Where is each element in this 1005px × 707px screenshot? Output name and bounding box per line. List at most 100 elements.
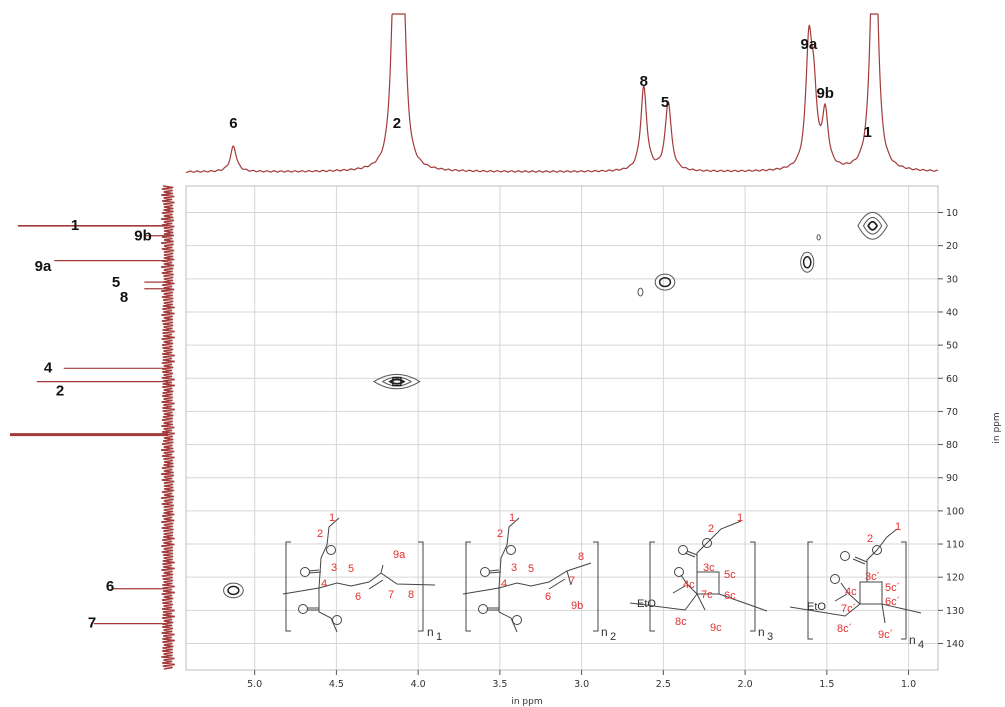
svg-text:2: 2 [497,528,503,540]
y-tick-label: 40 [946,307,958,318]
grid [186,186,938,670]
proton-peak-label: 8 [640,73,648,90]
carbon-peak-label: 9a [35,258,52,275]
svg-text:8: 8 [578,551,584,563]
proton-peak-label: 2 [393,115,401,132]
svg-text:8c´: 8c´ [837,623,852,635]
cross-peak-contour [816,234,821,241]
svg-text:3: 3 [767,631,773,643]
x-axis: 5.0 4.5 4.0 3.5 3.0 2.5 2.0 1.5 1.0 [247,670,916,690]
svg-text:n: n [909,633,916,647]
x-tick-label: 2.5 [656,679,671,690]
svg-text:8c: 8c [675,616,687,628]
carbon-peak-label: 8 [120,289,128,306]
structure-3: EtO 1 2 3c 4c 5c 6c 7c 8c 9c n 3 [629,512,773,643]
cross-peak-contour [862,216,883,235]
svg-text:9b: 9b [571,600,583,612]
carbon-peak-label: 4 [44,359,53,376]
svg-text:6: 6 [355,591,361,603]
cross-peak-contour [654,273,676,291]
svg-text:2: 2 [867,533,873,545]
cross-peak-contour [223,582,244,599]
svg-text:1: 1 [737,512,743,524]
proton-peak-label: 9b [816,85,834,102]
cross-peak-contour [388,378,406,385]
proton-peak-label: 1 [864,124,872,141]
svg-text:1: 1 [509,512,515,524]
cross-peak-contour [800,251,815,273]
x-tick-label: 4.0 [411,679,426,690]
svg-text:2: 2 [610,631,616,643]
x-tick-label: 1.0 [901,679,916,690]
cross-peaks [223,211,888,599]
svg-text:EtO: EtO [807,601,826,613]
svg-text:3: 3 [511,562,517,574]
svg-text:1: 1 [895,521,901,533]
svg-text:6c´: 6c´ [885,596,900,608]
svg-text:9a: 9a [393,549,406,561]
x-tick-label: 1.5 [819,679,834,690]
svg-text:n: n [601,625,608,639]
svg-text:2: 2 [317,528,323,540]
svg-text:4: 4 [321,578,327,590]
proton-spectrum-trace [185,13,939,173]
svg-text:1: 1 [329,512,335,524]
carbon-projection [10,185,175,670]
carbon-peak-label: 6 [106,578,114,595]
svg-text:4: 4 [918,639,924,651]
proton-peak-labels: 6 2 85 9a 9b 1 [229,36,872,141]
y-tick-label: 20 [946,241,958,252]
y-tick-label: 90 [946,473,958,484]
svg-text:3: 3 [331,562,337,574]
svg-text:5c: 5c [724,569,736,581]
svg-text:7c´: 7c´ [841,603,856,615]
structure-4: EtO 1 2 3c´ 4c 5c´ 6c´ 7c´ 8c´ 9c´ n 4 [789,521,924,651]
cross-peak-contour [857,211,888,240]
svg-text:2: 2 [708,523,714,535]
svg-text:EtO: EtO [637,598,656,610]
carbon-peak-label: 2 [56,383,64,400]
y-tick-label: 50 [946,341,958,352]
carbon-peak-label: 5 [112,274,120,291]
x-axis-title: in ppm [511,697,542,707]
structure-1: 1 2 3 4 5 6 7 8 9a n 1 [282,512,442,643]
proton-projection [185,13,939,173]
y-axis: 10 20 30 40 50 60 70 80 90 100 110 120 130 140 [938,208,964,650]
x-tick-label: 3.0 [574,679,589,690]
structure-2: 1 2 3 4 5 6 7 8 9b n 2 [462,512,616,643]
svg-text:5: 5 [528,563,534,575]
svg-text:7: 7 [569,575,575,587]
svg-text:6: 6 [545,591,551,603]
proton-peak-label: 6 [229,115,237,132]
svg-text:3c´: 3c´ [865,571,880,583]
y-tick-label: 60 [946,374,958,385]
svg-text:n: n [758,625,765,639]
y-tick-label: 80 [946,440,958,451]
svg-text:n: n [427,625,434,639]
cross-peak-contour [658,277,672,288]
svg-text:7c: 7c [701,589,713,601]
svg-text:4c: 4c [683,579,695,591]
cross-peak-contour [867,220,879,231]
carbon-peak-label: 1 [71,217,79,234]
y-axis-title: in ppm [992,412,1002,443]
y-tick-label: 110 [946,540,964,551]
cross-peak-contour [227,585,240,596]
y-tick-label: 70 [946,407,958,418]
cross-peak-contour [381,376,413,387]
carbon-peak-label: 7 [88,615,96,632]
y-tick-label: 140 [946,639,964,650]
svg-text:3c: 3c [703,562,715,574]
carbon-spectrum-trace [160,185,175,670]
svg-text:1: 1 [436,631,442,643]
carbon-peak-label: 9b [134,228,152,245]
svg-text:7: 7 [388,589,394,601]
proton-peak-label: 9a [801,36,818,53]
cross-peak-contour [392,376,402,387]
x-tick-label: 3.5 [492,679,507,690]
y-tick-label: 130 [946,606,964,617]
y-tick-label: 120 [946,573,964,584]
svg-text:8: 8 [408,589,414,601]
svg-text:4: 4 [501,578,507,590]
